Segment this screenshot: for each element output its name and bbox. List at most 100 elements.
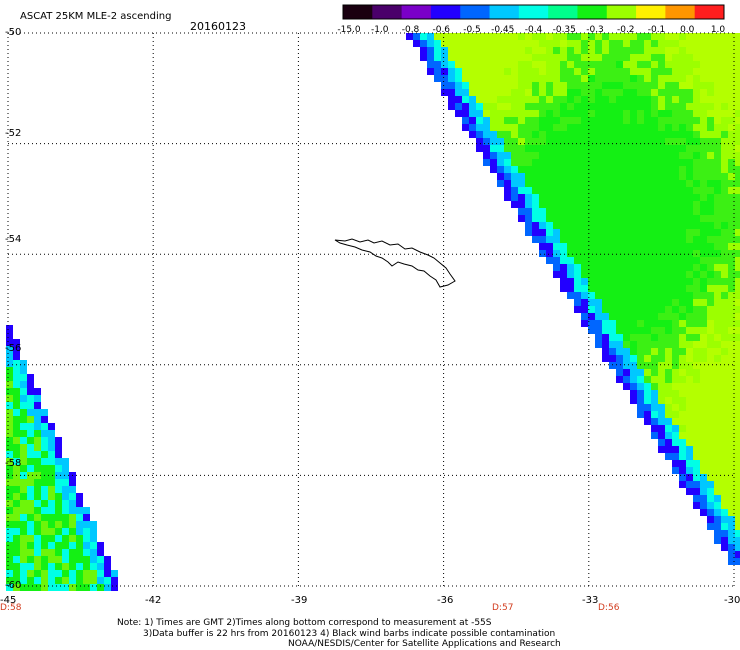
swath-cell <box>700 306 707 313</box>
swath-cell <box>616 89 623 96</box>
swath-cell <box>658 257 665 264</box>
swath-cell <box>686 285 693 292</box>
swath-cell <box>6 486 13 493</box>
swath-cell <box>34 528 41 535</box>
swath-cell <box>602 229 609 236</box>
swath-cell <box>609 96 616 103</box>
swath-cell <box>553 264 560 271</box>
swath-cell <box>27 388 34 395</box>
swath-cell <box>686 82 693 89</box>
swath-cell <box>553 138 560 145</box>
swath-cell <box>41 451 48 458</box>
swath-cell <box>679 194 686 201</box>
swath-cell <box>609 82 616 89</box>
swath-cell <box>658 250 665 257</box>
swath-cell <box>602 313 609 320</box>
swath-cell <box>721 488 728 495</box>
lat-label-50: -50 <box>5 27 22 38</box>
swath-cell <box>658 404 665 411</box>
swath-cell <box>588 124 595 131</box>
swath-cell <box>651 215 658 222</box>
swath-cell <box>721 495 728 502</box>
swath-cell <box>20 556 27 563</box>
swath-cell <box>679 264 686 271</box>
swath-cell <box>616 292 623 299</box>
swath-cell <box>553 152 560 159</box>
swath-cell <box>658 362 665 369</box>
swath-cell <box>532 33 539 40</box>
swath-cell <box>595 173 602 180</box>
swath-cell <box>595 222 602 229</box>
swath-cell <box>693 103 700 110</box>
swath-cell <box>714 383 721 390</box>
swath-cell <box>672 383 679 390</box>
swath-cell <box>637 229 644 236</box>
swath-cell <box>623 383 630 390</box>
swath-cell <box>630 61 637 68</box>
swath-cell <box>693 82 700 89</box>
swath-cell <box>665 96 672 103</box>
swath-cell <box>539 75 546 82</box>
swath-cell <box>602 159 609 166</box>
swath-cell <box>651 278 658 285</box>
swath-cell <box>546 61 553 68</box>
swath-cell <box>686 292 693 299</box>
swath-cell <box>62 528 69 535</box>
swath-cell <box>539 138 546 145</box>
swath-cell <box>455 68 462 75</box>
swath-cell <box>539 166 546 173</box>
swath-cell <box>20 584 27 591</box>
swath-cell <box>490 110 497 117</box>
swath-cell <box>574 33 581 40</box>
swath-cell <box>581 257 588 264</box>
swath-cell <box>511 110 518 117</box>
swath-cell <box>553 194 560 201</box>
swath-cell <box>602 320 609 327</box>
swath-cell <box>574 299 581 306</box>
swath-cell <box>567 180 574 187</box>
swath-cell <box>448 54 455 61</box>
swath-cell <box>609 250 616 257</box>
swath-cell <box>62 563 69 570</box>
swath-cell <box>455 96 462 103</box>
swath-cell <box>665 40 672 47</box>
swath-cell <box>6 549 13 556</box>
swath-cell <box>76 500 83 507</box>
swath-cell <box>721 40 728 47</box>
swath-cell <box>707 166 714 173</box>
swath-cell <box>616 257 623 264</box>
swath-cell <box>679 96 686 103</box>
swath-cell <box>714 355 721 362</box>
swath-cell <box>735 313 740 320</box>
swath-cell <box>567 166 574 173</box>
swath-cell <box>13 409 20 416</box>
swath-cell <box>651 404 658 411</box>
swath-cell <box>602 82 609 89</box>
swath-cell <box>693 327 700 334</box>
swath-cell <box>55 493 62 500</box>
swath-cell <box>469 54 476 61</box>
swath-cell <box>567 54 574 61</box>
swath-cell <box>462 33 469 40</box>
swath-cell <box>539 208 546 215</box>
swath-cell <box>714 397 721 404</box>
swath-cell <box>651 327 658 334</box>
swath-cell <box>55 451 62 458</box>
swath-cell <box>20 549 27 556</box>
swath-cell <box>686 418 693 425</box>
swath-cell <box>637 208 644 215</box>
swath-cell <box>553 166 560 173</box>
swath-cell <box>707 355 714 362</box>
swath-cell <box>602 96 609 103</box>
swath-cell <box>55 556 62 563</box>
swath-cell <box>721 250 728 257</box>
swath-cell <box>27 430 34 437</box>
swath-cell <box>532 166 539 173</box>
swath-cell <box>693 61 700 68</box>
swath-cell <box>441 89 448 96</box>
swath-cell <box>455 75 462 82</box>
swath-cell <box>20 493 27 500</box>
swath-cell <box>735 222 740 229</box>
swath-cell <box>48 479 55 486</box>
swath-cell <box>546 54 553 61</box>
